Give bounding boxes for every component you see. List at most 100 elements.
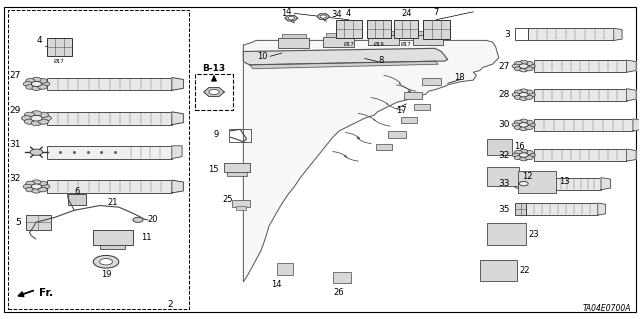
Circle shape xyxy=(40,184,50,189)
Text: 24: 24 xyxy=(401,9,412,18)
Circle shape xyxy=(527,64,535,68)
Bar xyxy=(93,230,133,245)
Text: 12: 12 xyxy=(522,173,532,182)
Polygon shape xyxy=(627,60,636,72)
Text: 3: 3 xyxy=(504,30,509,39)
Text: 13: 13 xyxy=(559,177,570,186)
Circle shape xyxy=(525,156,533,160)
Bar xyxy=(534,89,627,101)
Circle shape xyxy=(527,153,535,157)
Polygon shape xyxy=(627,149,636,161)
Polygon shape xyxy=(601,178,611,190)
Text: 18: 18 xyxy=(454,73,465,82)
Bar xyxy=(278,38,309,48)
Circle shape xyxy=(93,256,119,268)
Text: 30: 30 xyxy=(498,120,509,130)
Polygon shape xyxy=(243,41,499,282)
Text: 4: 4 xyxy=(36,36,42,45)
Circle shape xyxy=(525,95,533,100)
Circle shape xyxy=(38,181,47,186)
Circle shape xyxy=(520,96,528,100)
Circle shape xyxy=(515,179,522,183)
Circle shape xyxy=(520,119,528,123)
Bar xyxy=(515,28,527,41)
Circle shape xyxy=(525,90,533,94)
Circle shape xyxy=(41,116,51,121)
Text: Fr.: Fr. xyxy=(39,288,53,298)
Text: 27: 27 xyxy=(499,62,509,70)
Circle shape xyxy=(24,119,35,124)
Bar xyxy=(47,112,172,124)
Bar xyxy=(527,28,614,41)
Bar xyxy=(413,35,444,45)
Bar xyxy=(100,245,125,249)
Bar xyxy=(518,171,556,193)
Text: 28: 28 xyxy=(499,90,509,99)
Circle shape xyxy=(519,182,528,186)
Bar xyxy=(224,163,250,172)
Bar xyxy=(333,272,351,283)
Circle shape xyxy=(512,64,520,68)
Circle shape xyxy=(520,157,528,161)
Bar xyxy=(422,78,442,85)
Circle shape xyxy=(519,64,528,68)
Bar xyxy=(47,180,172,193)
Bar xyxy=(47,78,172,90)
Bar xyxy=(376,144,392,150)
Circle shape xyxy=(512,182,520,186)
Circle shape xyxy=(520,178,528,182)
Circle shape xyxy=(26,78,35,83)
Bar xyxy=(423,20,450,39)
Circle shape xyxy=(38,187,47,192)
Text: 5: 5 xyxy=(15,218,21,227)
Polygon shape xyxy=(172,146,182,159)
Bar xyxy=(401,117,417,123)
Bar xyxy=(534,119,633,131)
Text: Ø19: Ø19 xyxy=(373,42,384,47)
Circle shape xyxy=(26,187,35,192)
Circle shape xyxy=(30,149,43,155)
Circle shape xyxy=(512,93,520,97)
Bar xyxy=(368,35,399,45)
Bar xyxy=(323,37,354,47)
Circle shape xyxy=(525,67,533,71)
Circle shape xyxy=(133,217,143,222)
Bar xyxy=(515,203,526,215)
Bar xyxy=(534,60,627,72)
Bar xyxy=(228,129,251,142)
Circle shape xyxy=(515,67,522,71)
Text: 33: 33 xyxy=(498,179,509,188)
Circle shape xyxy=(525,126,533,130)
Circle shape xyxy=(31,184,42,189)
Polygon shape xyxy=(285,15,298,21)
Bar xyxy=(479,260,516,281)
Bar xyxy=(394,20,419,39)
Circle shape xyxy=(40,82,50,86)
Text: 10: 10 xyxy=(257,52,268,61)
Bar xyxy=(26,215,51,230)
Text: 29: 29 xyxy=(10,106,21,115)
Text: 1: 1 xyxy=(282,9,287,18)
Circle shape xyxy=(520,149,528,153)
Circle shape xyxy=(209,89,219,94)
Circle shape xyxy=(24,112,35,117)
Bar xyxy=(68,195,86,204)
Text: 2: 2 xyxy=(167,300,173,308)
Circle shape xyxy=(26,181,35,186)
Polygon shape xyxy=(172,180,183,193)
Bar xyxy=(276,263,292,275)
Text: Ø17: Ø17 xyxy=(344,42,354,47)
Polygon shape xyxy=(633,119,640,131)
Polygon shape xyxy=(204,88,224,96)
Circle shape xyxy=(520,89,528,93)
Text: 19: 19 xyxy=(101,270,111,279)
Bar xyxy=(487,167,519,187)
Text: 17: 17 xyxy=(396,106,407,115)
Text: 9: 9 xyxy=(214,130,219,138)
Bar xyxy=(282,34,306,38)
Circle shape xyxy=(32,189,41,193)
Text: 25: 25 xyxy=(222,195,233,204)
Bar xyxy=(227,172,246,176)
Text: 34: 34 xyxy=(332,10,342,19)
Circle shape xyxy=(525,179,533,183)
